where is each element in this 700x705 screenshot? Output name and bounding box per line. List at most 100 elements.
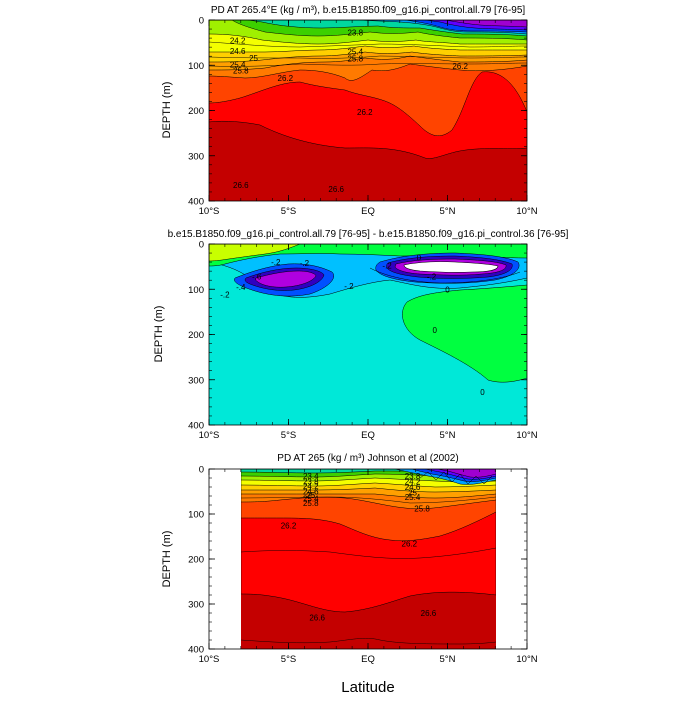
p3-contour-label: 24.6	[405, 483, 421, 492]
p3-contour-label: 26.6	[421, 609, 437, 618]
p2-contour-label: -.2	[344, 282, 354, 291]
p3-isoline-extra-2	[241, 547, 496, 559]
panel-2-title: b.e15.B1850.f09_g16.pi_control.all.79 [7…	[168, 229, 569, 240]
p2-band-0.4	[209, 244, 301, 262]
panel-1-contour-labels: 23.824.224.62525.425.825.425.826.226.226…	[230, 29, 469, 195]
p2-xtick-label: 5°S	[281, 430, 296, 441]
panel-1-ylabel: DEPTH (m)	[161, 82, 173, 139]
p1-ytick-label: 300	[188, 151, 204, 162]
p1-xtick-label: 10°N	[516, 206, 537, 217]
p1-ytick-label: 100	[188, 61, 204, 72]
p1-ytick-label: 0	[199, 16, 204, 27]
p2-contour-label: 0	[445, 285, 450, 294]
p2-ytick-label: 300	[188, 375, 204, 386]
p1-contour-label: 26.2	[278, 74, 294, 83]
panel-2-contour-labels: -.2 -.2 -.2 -.6 -.4 -.2 -.2 -.2 0 0 0 0	[220, 254, 485, 397]
p2-contour-label: 0	[480, 388, 485, 397]
p3-xtick-label: 5°N	[440, 654, 456, 665]
p3-band-21.8	[437, 469, 496, 478]
p1-isoline-extra-2	[209, 55, 527, 59]
p3-contour-label: 26.6	[309, 614, 325, 623]
p3-contour-label: 24.2	[303, 482, 319, 491]
p1-contour-label: 25.8	[347, 54, 363, 63]
p3-contour-label: 25.4	[303, 495, 319, 504]
p3-ytick-label: 300	[188, 600, 204, 611]
p2-contour-label: -.4	[236, 283, 246, 292]
p3-ytick-label: 100	[188, 510, 204, 521]
p3-xtick-label: EQ	[361, 654, 375, 665]
p1-contour-label: 24.6	[230, 47, 246, 56]
p2-band--1.0-right	[403, 261, 499, 273]
p2-band--0.8-left	[255, 270, 317, 288]
p3-contour-label: 25.4	[405, 493, 421, 502]
p1-isoline-extra-1	[209, 41, 527, 48]
p2-contour-label: -.2	[427, 273, 437, 282]
p1-xtick-label: 10°S	[199, 206, 220, 217]
p1-contour-label: 25.4	[347, 48, 363, 57]
p2-ytick-label: 0	[199, 240, 204, 251]
p2-isoline-extra	[369, 267, 521, 284]
p3-contour-label: 26.2	[281, 521, 297, 530]
panel-1-model-density: PD AT 265.4°E (kg / m³), b.e15.B1850.f09…	[161, 5, 538, 217]
p2-ytick-label: 400	[188, 421, 204, 432]
p1-xtick-label: 5°S	[281, 206, 296, 217]
p1-contour-label: 25.4	[230, 60, 246, 69]
p1-ytick-label: 200	[188, 106, 204, 117]
p2-ytick-label: 100	[188, 285, 204, 296]
x-axis-label: Latitude	[341, 679, 394, 696]
p2-contour-label: -.2	[220, 291, 230, 300]
p2-contour-label: -.6	[252, 273, 262, 282]
p1-contour-label: 24.2	[230, 36, 246, 45]
p2-xtick-label: 5°N	[440, 430, 456, 441]
p2-xtick-label: 10°S	[199, 430, 220, 441]
p2-ytick-label: 200	[188, 330, 204, 341]
panel-3-axes: 10°S 5°S EQ 5°N 10°N 0 100 200 300 400	[188, 465, 538, 666]
p1-contour-label: 25	[249, 54, 258, 63]
p3-xtick-label: 10°S	[199, 654, 220, 665]
p2-band-0.2-deep	[402, 284, 527, 383]
panel-1-title: PD AT 265.4°E (kg / m³), b.e15.B1850.f09…	[211, 5, 526, 16]
p3-xtick-label: 10°N	[516, 654, 537, 665]
p1-contour-label: 26.6	[328, 185, 344, 194]
panel-2-contours	[209, 244, 527, 425]
p3-ytick-label: 200	[188, 555, 204, 566]
p1-contour-label: 25.8	[233, 67, 249, 76]
p3-contour-label: 23.8	[405, 472, 421, 481]
panel-2-axes: 10°S 5°S EQ 5°N 10°N 0 100 200 300 400	[188, 240, 538, 442]
p1-ytick-label: 400	[188, 197, 204, 208]
panel-3-ylabel: DEPTH (m)	[161, 531, 173, 588]
p3-contour-label: 23.4	[303, 472, 319, 481]
p3-xtick-label: 5°S	[281, 654, 296, 665]
panel-3-contours	[241, 469, 496, 649]
p3-contour-label: 25.8	[303, 499, 319, 508]
p2-xtick-label: EQ	[361, 430, 375, 441]
p2-contour-label: 0	[417, 254, 422, 263]
p1-xtick-label: EQ	[361, 206, 375, 217]
p2-contour-label: -.2	[271, 258, 281, 267]
p1-contour-label: 23.8	[347, 29, 363, 38]
p2-contour-label: 0	[433, 326, 438, 335]
p3-ytick-label: 400	[188, 645, 204, 656]
panel-1-axes: 10°S 5°S EQ 5°N 10°N 0 100 200 300 400	[188, 16, 538, 218]
p3-isoline-extra-3	[241, 638, 496, 645]
p2-xtick-label: 10°N	[516, 430, 537, 441]
panel-2-difference: b.e15.B1850.f09_g16.pi_control.all.79 [7…	[153, 229, 569, 441]
panel-1-contours	[209, 20, 527, 201]
panel-3-contour-labels: 23.423.824.224.62525.425.823.824.224.625…	[281, 472, 437, 623]
p1-contour-label: 26.6	[233, 181, 249, 190]
p1-band-21.8	[444, 20, 527, 28]
p3-contour-label: 25.8	[414, 505, 430, 514]
p3-ytick-label: 0	[199, 465, 204, 476]
panel-3-observed-density: PD AT 265 (kg / m³) Johnson et al (2002)	[161, 453, 538, 696]
p1-contour-label: 26.2	[452, 62, 468, 71]
p3-contour-label: 25	[306, 491, 315, 500]
p1-contour-label: 26.2	[357, 108, 373, 117]
p3-contour-label: 23.8	[303, 478, 319, 487]
p1-isoline-extra-3	[209, 62, 527, 67]
panel-2-ylabel: DEPTH (m)	[153, 306, 165, 363]
p3-contour-label: 24.6	[303, 488, 319, 497]
p3-contour-label: 26.2	[402, 539, 418, 548]
panel-3-title: PD AT 265 (kg / m³) Johnson et al (2002)	[277, 453, 458, 464]
